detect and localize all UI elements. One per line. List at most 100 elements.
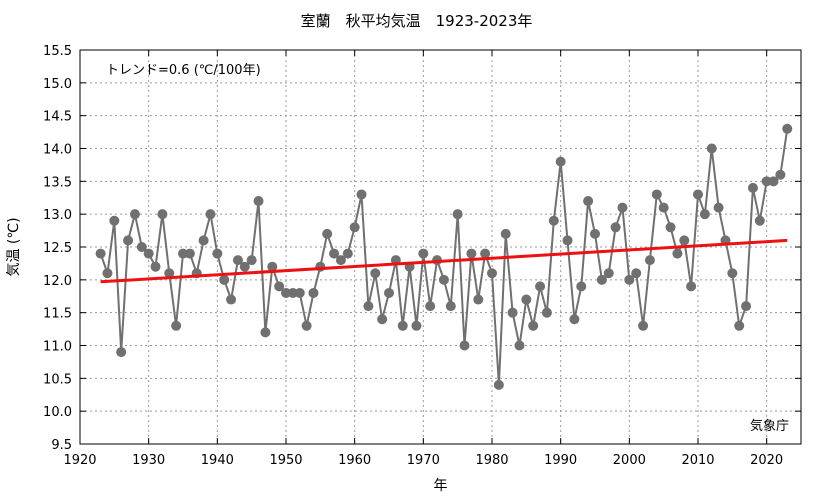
data-point <box>198 235 209 246</box>
data-point <box>596 274 607 285</box>
data-point <box>603 268 614 279</box>
y-tick-label: 15.0 <box>43 77 72 92</box>
data-point <box>129 209 140 220</box>
x-tick-label: 1980 <box>475 453 508 468</box>
data-point <box>425 301 436 312</box>
data-point <box>329 248 340 259</box>
y-axis-label: 気温 (℃) <box>6 217 22 276</box>
data-point <box>658 202 669 213</box>
y-tick-label: 10.5 <box>43 372 72 387</box>
data-point <box>493 379 504 390</box>
y-tick-label: 12.5 <box>43 241 72 256</box>
data-point <box>576 281 587 292</box>
data-point <box>274 281 285 292</box>
data-point <box>116 347 127 358</box>
data-point <box>679 235 690 246</box>
x-tick-label: 1990 <box>544 453 577 468</box>
data-point <box>212 248 223 259</box>
data-point <box>507 307 518 318</box>
data-point <box>665 222 676 233</box>
data-point <box>727 268 738 279</box>
data-point <box>418 248 429 259</box>
data-point <box>397 320 408 331</box>
data-point <box>514 340 525 351</box>
y-tick-label: 14.0 <box>43 143 72 158</box>
data-point <box>109 215 120 226</box>
x-tick-label: 1920 <box>63 453 96 468</box>
data-point <box>644 255 655 266</box>
source-label: 気象庁 <box>750 418 789 434</box>
data-point <box>226 294 237 305</box>
data-point <box>184 248 195 259</box>
x-tick-label: 1930 <box>132 453 165 468</box>
y-tick-label: 15.5 <box>43 44 72 59</box>
data-point <box>171 320 182 331</box>
data-point <box>631 268 642 279</box>
data-point <box>342 248 353 259</box>
trend-annotation: トレンド=0.6 (℃/100年) <box>106 63 261 78</box>
temperature-series-line <box>99 128 789 385</box>
data-point <box>445 301 456 312</box>
data-point <box>219 274 230 285</box>
data-point <box>322 228 333 239</box>
x-axis-label: 年 <box>434 478 448 494</box>
chart-title: 室蘭 秋平均気温 1923-2023年 <box>300 12 533 30</box>
data-point <box>583 196 594 207</box>
data-point <box>246 255 257 266</box>
data-point <box>617 202 628 213</box>
data-point <box>363 301 374 312</box>
x-tick-label: 1950 <box>269 453 302 468</box>
data-point <box>95 248 106 259</box>
y-tick-label: 13.0 <box>43 208 72 223</box>
data-point <box>150 261 161 272</box>
data-point <box>734 320 745 331</box>
data-point <box>438 274 449 285</box>
data-point <box>562 235 573 246</box>
data-point <box>775 169 786 180</box>
data-point <box>466 248 477 259</box>
data-point <box>164 268 175 279</box>
data-point <box>123 235 134 246</box>
data-point <box>370 268 381 279</box>
data-point <box>281 287 291 298</box>
x-tick-label: 2010 <box>681 453 714 468</box>
y-tick-label: 10.0 <box>43 405 72 420</box>
data-point <box>713 202 724 213</box>
x-tick-label: 1970 <box>407 453 440 468</box>
data-point <box>747 182 758 193</box>
data-point <box>521 294 532 305</box>
data-point <box>260 327 271 338</box>
y-tick-label: 12.0 <box>43 274 72 289</box>
y-tick-label: 14.5 <box>43 110 72 125</box>
data-point <box>253 196 264 207</box>
trend-line <box>100 238 788 284</box>
data-point <box>528 320 539 331</box>
data-point <box>761 176 772 187</box>
y-tick-label: 9.5 <box>51 438 72 453</box>
data-point <box>548 215 559 226</box>
y-tick-label: 11.5 <box>43 307 72 322</box>
axes: 9.5 10.0 10.5 11.0 11.5 12.0 12.5 13.0 13.5 14.0 1… <box>6 44 802 494</box>
data-point <box>480 248 491 259</box>
data-point <box>356 189 367 200</box>
data-point <box>638 320 649 331</box>
data-point <box>706 143 717 154</box>
data-point <box>541 307 552 318</box>
data-point <box>487 268 497 279</box>
x-tick-label: 1940 <box>201 453 234 468</box>
y-tick-label: 11.0 <box>43 340 72 355</box>
data-point <box>651 189 662 200</box>
data-point <box>267 261 278 272</box>
data-point <box>294 287 305 298</box>
data-point <box>590 228 600 239</box>
data-point <box>686 281 697 292</box>
data-point <box>624 274 635 285</box>
data-point <box>377 314 388 325</box>
x-tick-label: 2000 <box>613 453 646 468</box>
data-point <box>610 222 621 233</box>
x-tick-label: 2020 <box>750 453 783 468</box>
data-point <box>335 255 346 266</box>
data-point <box>232 255 243 266</box>
data-point <box>411 320 422 331</box>
